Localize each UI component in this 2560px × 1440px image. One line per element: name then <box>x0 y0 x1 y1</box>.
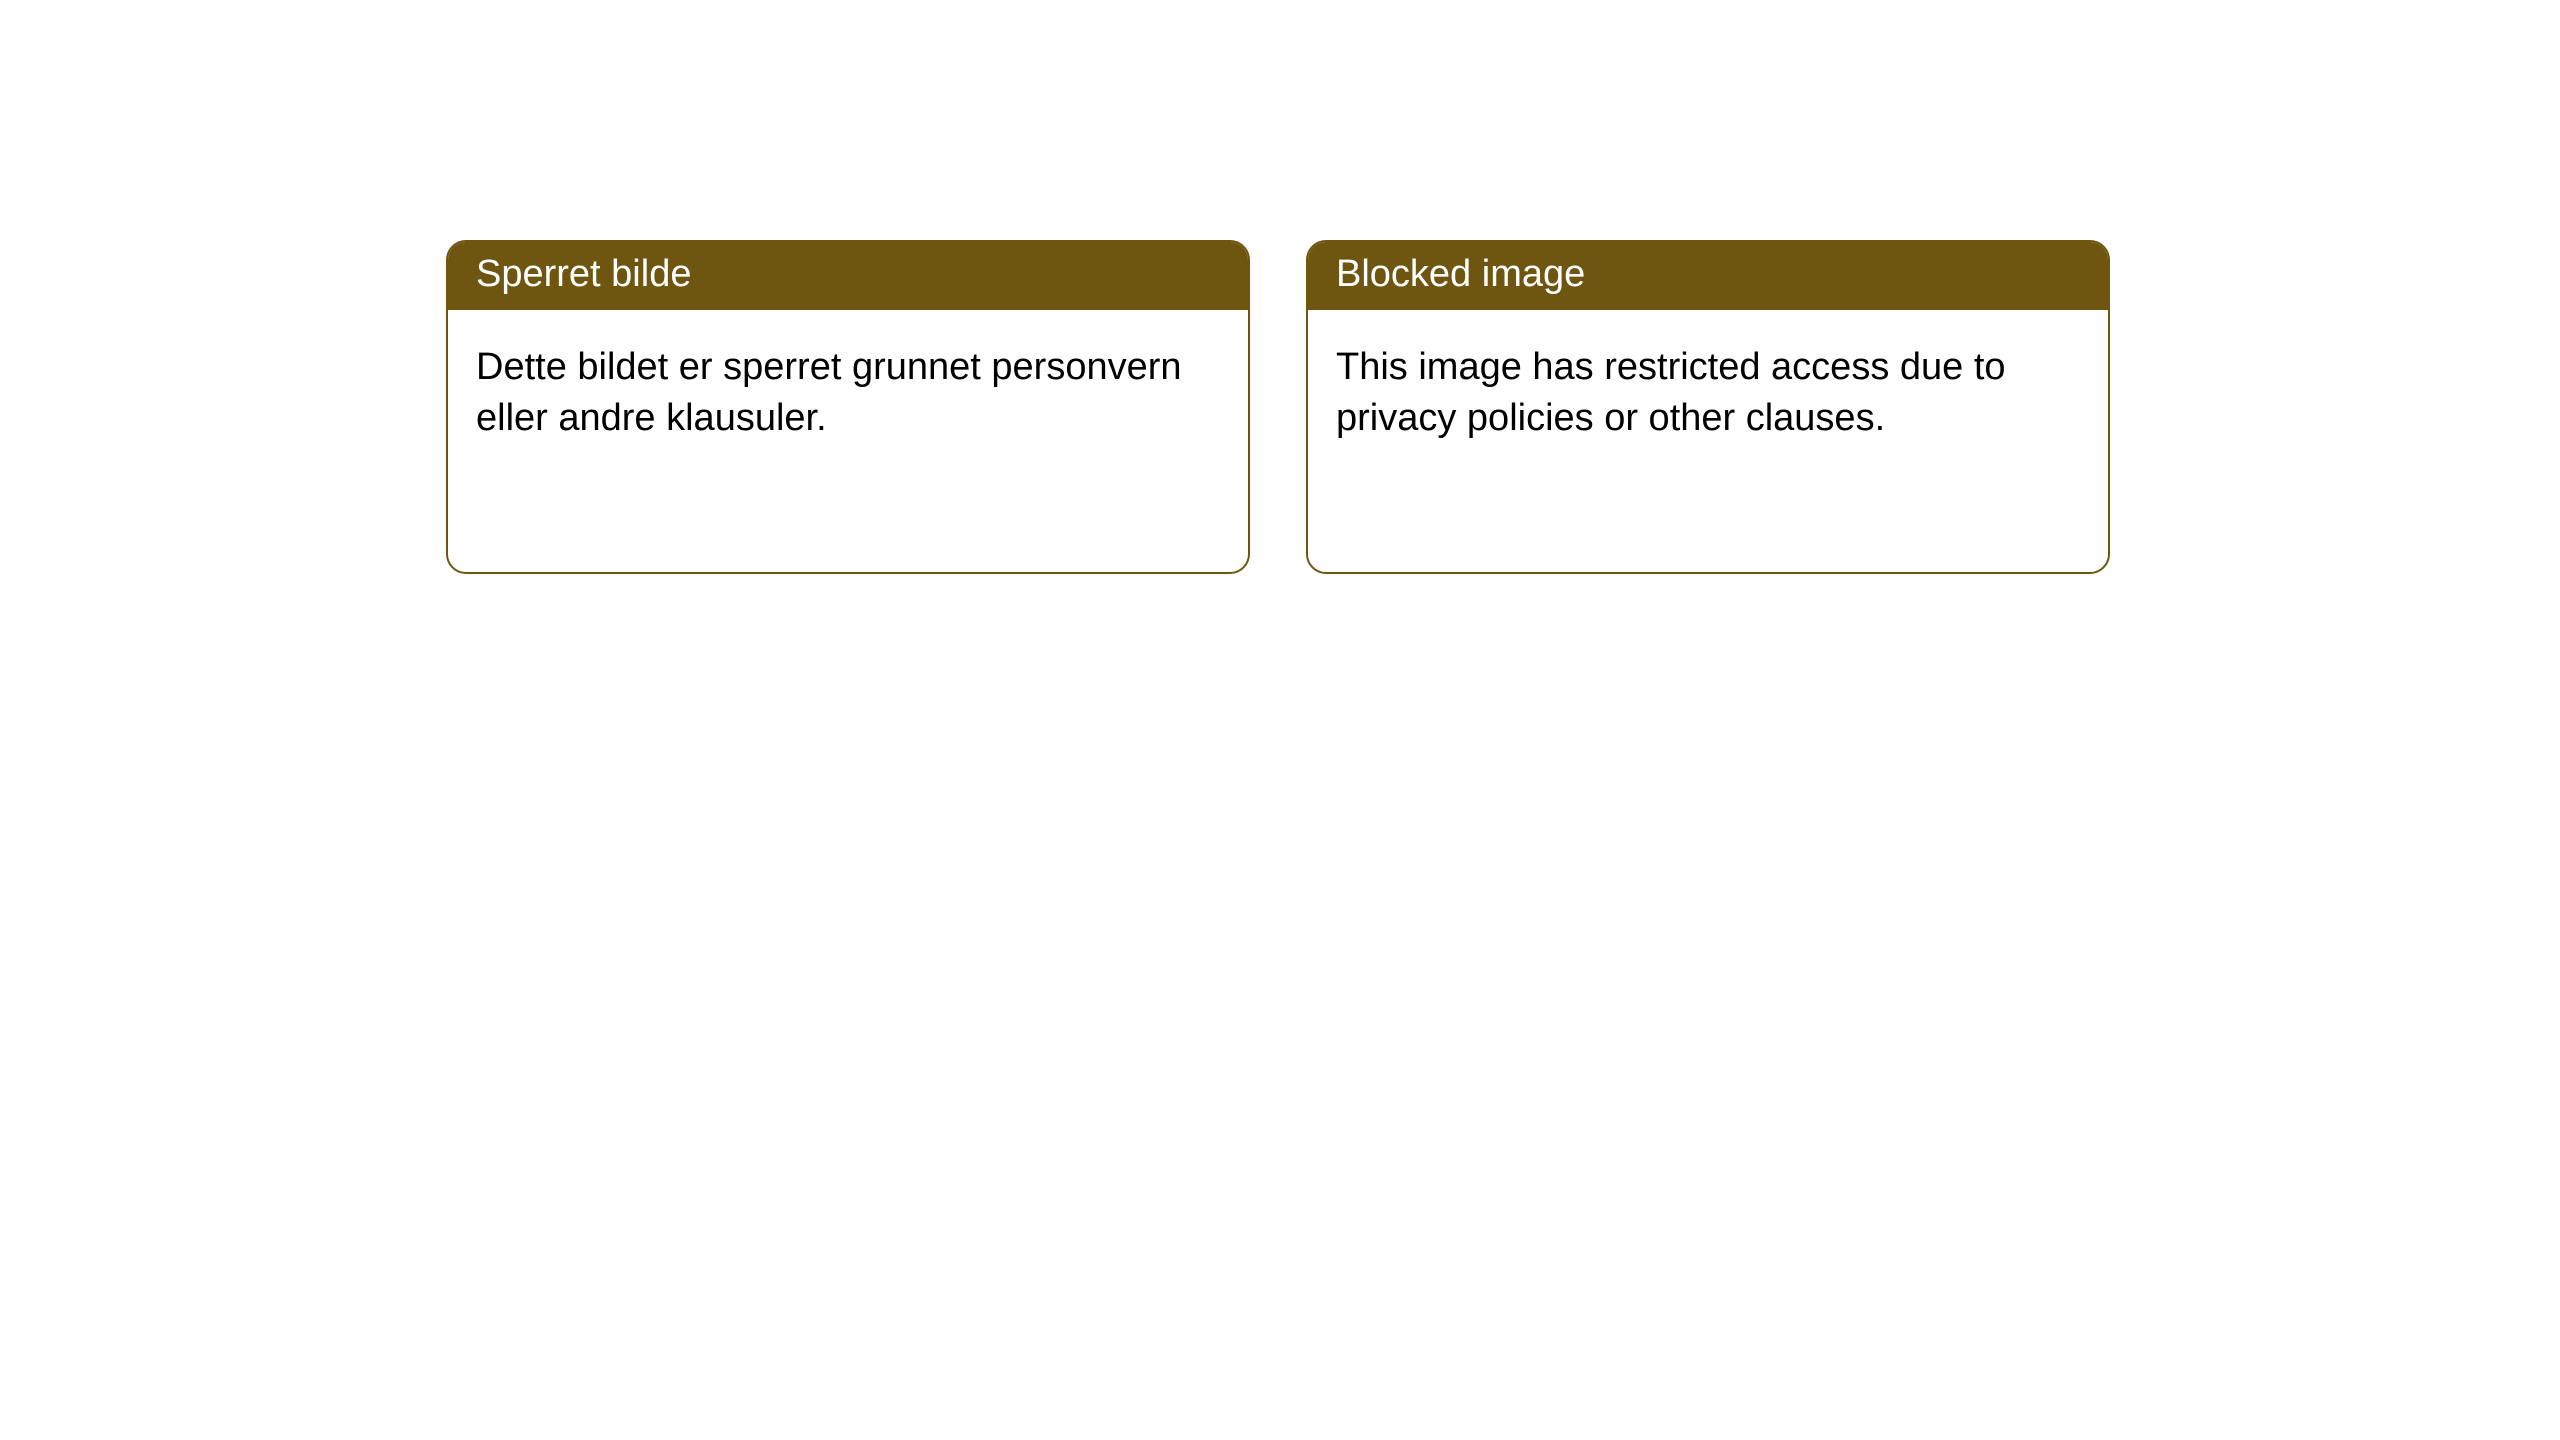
card-title: Blocked image <box>1308 242 2108 310</box>
card-body-text: Dette bildet er sperret grunnet personve… <box>448 310 1248 477</box>
card-title: Sperret bilde <box>448 242 1248 310</box>
blocked-image-card-norwegian: Sperret bilde Dette bildet er sperret gr… <box>446 240 1250 574</box>
blocked-image-notice-container: Sperret bilde Dette bildet er sperret gr… <box>446 240 2110 574</box>
blocked-image-card-english: Blocked image This image has restricted … <box>1306 240 2110 574</box>
card-body-text: This image has restricted access due to … <box>1308 310 2108 477</box>
